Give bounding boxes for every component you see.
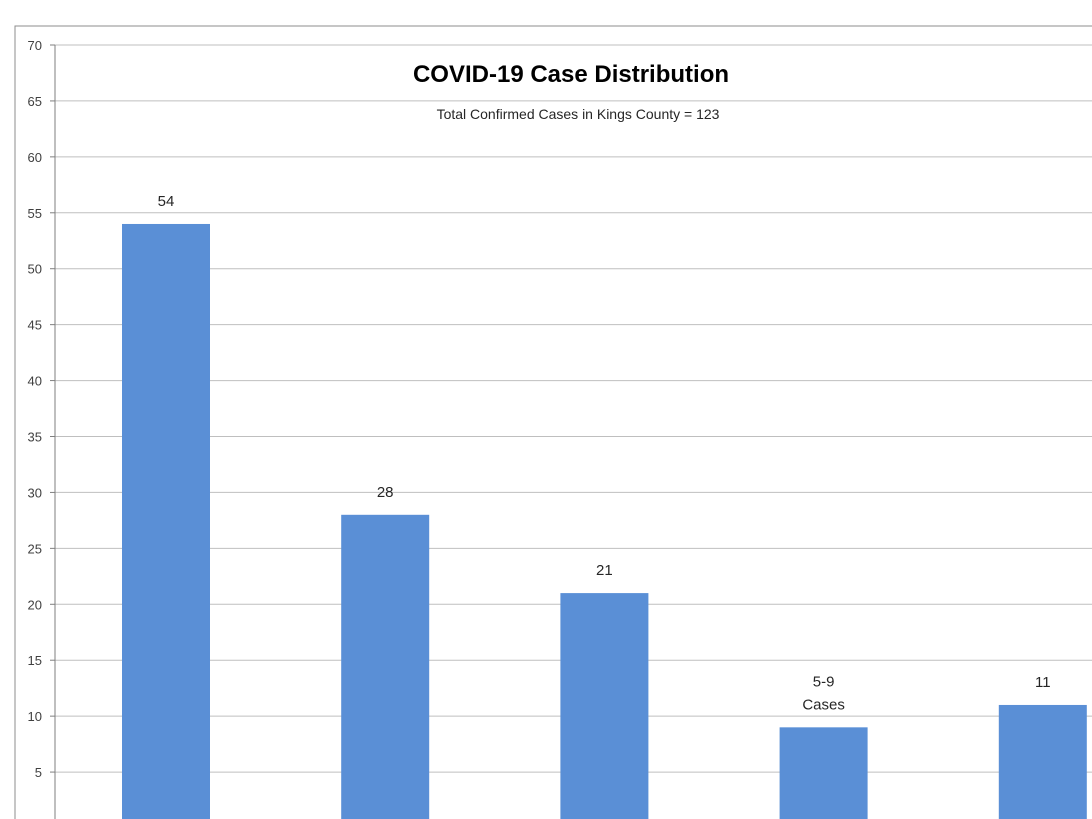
y-tick-label: 25 [28, 541, 42, 556]
data-label: Cases [802, 696, 845, 713]
bar [779, 727, 868, 819]
data-label: 21 [596, 562, 613, 579]
chart-subtitle: Total Confirmed Cases in Kings County = … [437, 106, 720, 122]
y-tick-label: 50 [28, 262, 42, 277]
y-tick-label: 55 [28, 206, 42, 221]
bar [560, 593, 649, 819]
y-tick-label: 60 [28, 150, 42, 165]
chart-title: COVID-19 Case Distribution [413, 61, 729, 88]
y-tick-label: 20 [28, 597, 42, 612]
y-tick-label: 65 [28, 94, 42, 109]
y-tick-label: 15 [28, 653, 42, 668]
y-tick-label: 35 [28, 430, 42, 445]
data-label: 5-9 [813, 673, 835, 690]
bar [998, 704, 1087, 819]
data-label: 54 [158, 193, 175, 210]
y-tick-label: 70 [28, 38, 42, 53]
y-tick-label: 5 [35, 765, 42, 780]
y-tick-label: 45 [28, 318, 42, 333]
bar [341, 514, 430, 819]
chart-border [14, 25, 1092, 819]
bar [122, 223, 210, 819]
y-tick-label: 10 [28, 709, 42, 724]
data-label: 28 [377, 484, 394, 501]
data-label: 11 [1035, 674, 1051, 691]
y-tick-label: 30 [28, 485, 42, 500]
y-tick-label: 40 [28, 374, 42, 389]
